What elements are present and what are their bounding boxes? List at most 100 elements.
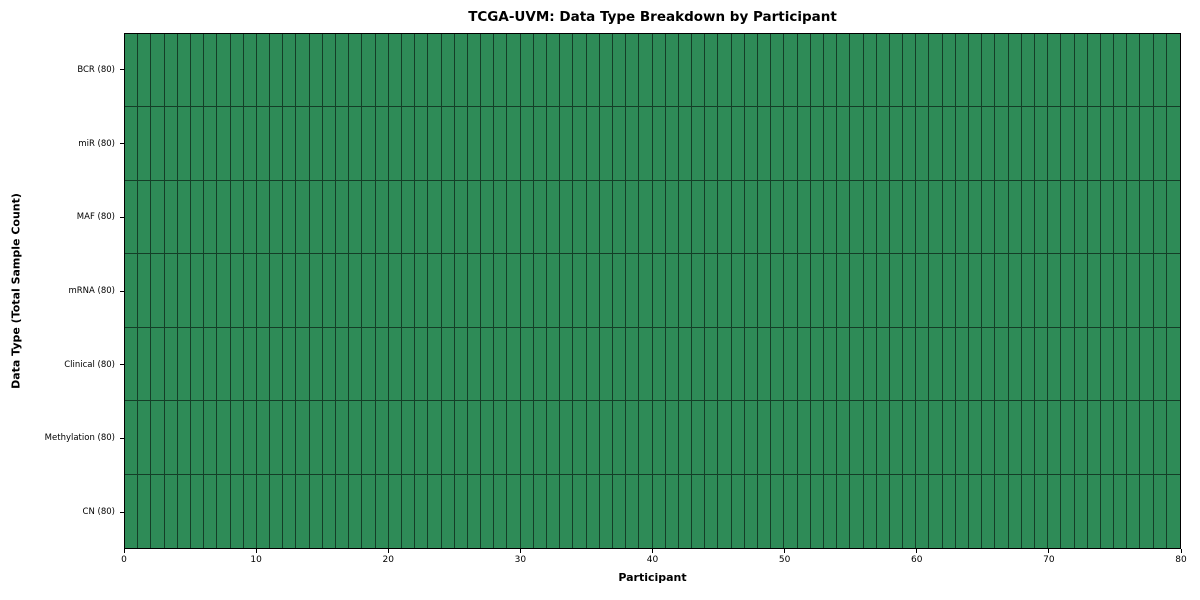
heatmap-cell (309, 254, 323, 328)
heatmap-cell (955, 401, 969, 475)
heatmap-cell (481, 107, 495, 181)
heatmap-cell (678, 107, 693, 181)
heatmap-cell (784, 107, 798, 181)
heatmap-cell (336, 401, 350, 475)
heatmap-cell (744, 327, 758, 402)
heatmap-cell (982, 327, 996, 402)
heatmap-cell (626, 107, 640, 181)
heatmap-cell (322, 34, 336, 108)
heatmap-cell (349, 474, 363, 548)
heatmap-cell (916, 254, 930, 328)
heatmap-cell (1114, 107, 1128, 181)
heatmap-cell (744, 34, 758, 108)
heatmap-cell (995, 180, 1009, 255)
heatmap-cell (903, 327, 917, 402)
heatmap-cell (942, 401, 956, 475)
heatmap-cell (256, 34, 271, 108)
heatmap-cell (942, 107, 956, 181)
heatmap-cell (1008, 401, 1022, 475)
heatmap-cell (612, 254, 627, 328)
heatmap-cell (375, 107, 389, 181)
heatmap-cell (982, 107, 996, 181)
x-tick-label: 50 (778, 555, 791, 565)
heatmap-cell (718, 474, 732, 548)
heatmap-cell (823, 401, 838, 475)
heatmap-cell (204, 474, 218, 548)
heatmap-cell (612, 401, 627, 475)
heatmap-cell (481, 180, 495, 255)
heatmap-cell (705, 401, 719, 475)
heatmap-cell (204, 254, 218, 328)
heatmap-cell (151, 401, 165, 475)
x-axis-label: Participant (618, 571, 687, 584)
heatmap-cell (1061, 401, 1075, 475)
heatmap-cell (533, 180, 547, 255)
heatmap-cell (1061, 34, 1075, 108)
heatmap-cell (507, 474, 521, 548)
heatmap-cell (718, 254, 732, 328)
heatmap-cell (560, 107, 574, 181)
heatmap-cell (744, 180, 758, 255)
heatmap-cell (705, 180, 719, 255)
heatmap-cell (573, 474, 587, 548)
heatmap-cell (322, 474, 336, 548)
heatmap-cell (428, 107, 442, 181)
heatmap-cell (969, 327, 983, 402)
heatmap-cell (626, 34, 640, 108)
heatmap-cell (863, 401, 877, 475)
heatmap-cell (705, 474, 719, 548)
heatmap-cell (230, 107, 244, 181)
heatmap-cell (138, 107, 152, 181)
heatmap-cell (494, 34, 508, 108)
heatmap-cell (810, 254, 824, 328)
heatmap-cell (467, 107, 482, 181)
heatmap-cell (797, 254, 811, 328)
heatmap-cell (349, 254, 363, 328)
heatmap-cell (362, 107, 376, 181)
heatmap-cell (415, 474, 429, 548)
heatmap-cell (678, 180, 693, 255)
heatmap-cell (1008, 254, 1022, 328)
heatmap-cell (744, 474, 758, 548)
heatmap-cell (125, 180, 139, 255)
heatmap-cell (652, 474, 666, 548)
heatmap-cell (1114, 401, 1128, 475)
heatmap-cell (652, 327, 666, 402)
heatmap-cell (467, 180, 482, 255)
x-tick-label: 20 (382, 555, 394, 565)
heatmap-cell (217, 180, 231, 255)
y-tick-mark (120, 437, 124, 439)
heatmap-cell (969, 474, 983, 548)
heatmap-cell (1166, 180, 1180, 255)
heatmap-cell (797, 180, 811, 255)
x-tick-label: 70 (1043, 555, 1055, 565)
heatmap-cell (612, 107, 627, 181)
heatmap-cell (533, 107, 547, 181)
heatmap-cell (547, 180, 561, 255)
heatmap-cell (1048, 327, 1062, 402)
heatmap-cell (270, 34, 284, 108)
heatmap-cell (1153, 474, 1167, 548)
heatmap-cell (1127, 474, 1141, 548)
heatmap-cell (692, 474, 706, 548)
heatmap-cell (758, 34, 772, 108)
heatmap-cell (573, 107, 587, 181)
heatmap-cell (520, 474, 534, 548)
heatmap-cell (1166, 254, 1180, 328)
heatmap-cell (1087, 401, 1101, 475)
heatmap-cell (190, 474, 205, 548)
heatmap-cell (639, 474, 653, 548)
heatmap-cell (1140, 34, 1154, 108)
heatmap-cell (1114, 34, 1128, 108)
heatmap-cell (929, 327, 943, 402)
heatmap-cell (467, 401, 482, 475)
y-axis: BCR (80) miR (80) MAF (80) mRNA (80) Clinica… (0, 33, 124, 549)
heatmap-cell (1153, 327, 1167, 402)
heatmap-cell (270, 180, 284, 255)
heatmap-cell (626, 474, 640, 548)
heatmap-cell (1140, 474, 1154, 548)
heatmap-cell (230, 254, 244, 328)
heatmap-cell (441, 254, 455, 328)
heatmap-cell (916, 107, 930, 181)
heatmap-cell (467, 34, 482, 108)
